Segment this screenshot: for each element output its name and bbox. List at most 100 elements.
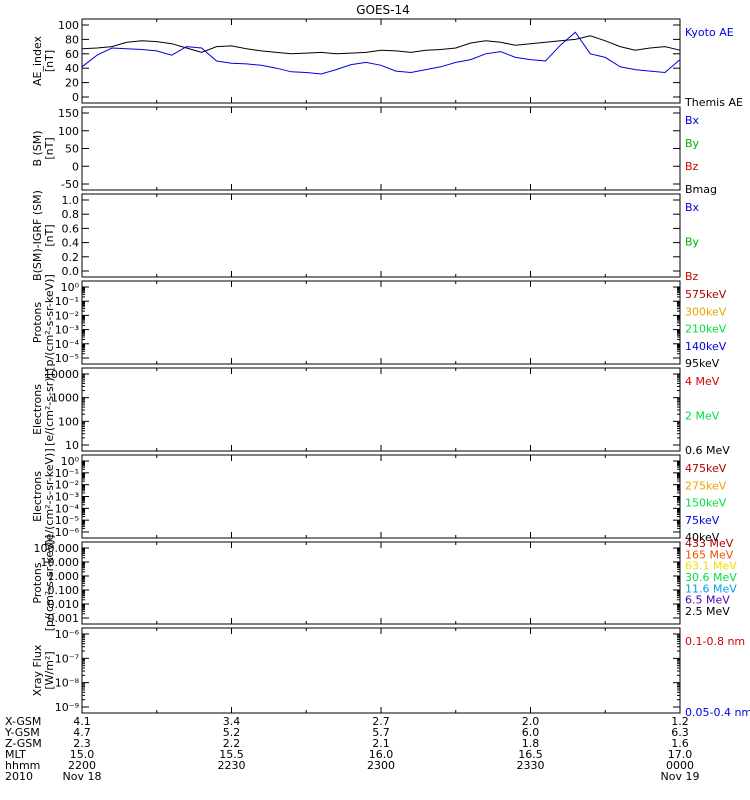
- y-tick-label: 80: [65, 33, 79, 46]
- y-tick-label: 150: [58, 107, 79, 120]
- x-axis-row-label: X-GSM: [5, 715, 41, 728]
- y-tick-label: -50: [61, 178, 79, 191]
- y-tick-label: 10000: [44, 368, 79, 381]
- legend-entry: 210keV: [685, 323, 727, 336]
- x-axis-row-label: MLT: [5, 748, 26, 761]
- x-axis-value: 2.3: [73, 737, 91, 750]
- legend-entry: 275keV: [685, 479, 727, 492]
- legend-entry: 95keV: [685, 357, 720, 370]
- y-tick-label: 10.000: [41, 556, 80, 569]
- y-tick-label: 0.010: [48, 598, 80, 611]
- legend-entry: 140keV: [685, 340, 727, 353]
- y-tick-label: 10⁻²: [55, 309, 79, 322]
- x-axis-value: 6.3: [671, 726, 689, 739]
- y-tick-label: 10⁻⁵: [55, 514, 79, 527]
- legend-entry: 0.05-0.4 nm: [685, 706, 750, 719]
- legend-entry: Bx: [685, 114, 700, 127]
- y-tick-label: 40: [65, 62, 79, 75]
- y-tick-label: 10⁻¹: [55, 295, 79, 308]
- x-axis-value: 6.0: [522, 726, 540, 739]
- panel-frame: [81, 18, 681, 104]
- plot-title: GOES-14: [356, 3, 410, 17]
- legend-entry: 150keV: [685, 497, 727, 510]
- x-axis-value: 15.5: [219, 748, 244, 761]
- panel-frame: [81, 106, 681, 191]
- legend-entry: 6.5 MeV: [685, 594, 730, 607]
- x-axis-value: 17.0: [668, 748, 693, 761]
- legend-entry: 4 MeV: [685, 375, 720, 388]
- y-tick-label: 10⁻⁴: [55, 338, 80, 351]
- y-tick-label: 0.2: [62, 251, 80, 264]
- y-tick-label: 20: [65, 77, 79, 90]
- x-axis-value: 4.1: [73, 715, 91, 728]
- legend-entry: Kyoto AE: [685, 26, 734, 39]
- x-axis-value: 1.6: [671, 737, 689, 750]
- legend-entry: Bz: [685, 270, 699, 283]
- legend-entry: 63.1 MeV: [685, 560, 737, 573]
- legend-entry: 40keV: [685, 531, 720, 544]
- y-tick-label: 10: [65, 439, 79, 452]
- legend-entry: 475keV: [685, 462, 727, 475]
- y-tick-label: 100.000: [34, 542, 80, 555]
- legend-entry: By: [685, 236, 700, 249]
- panel-frame: [81, 280, 681, 365]
- x-axis-value: 2.7: [372, 715, 390, 728]
- y-tick-label: 10⁻⁹: [55, 701, 79, 714]
- series-line: [81, 35, 681, 55]
- y-tick-label: 50: [65, 143, 79, 156]
- y-tick-label: 0.4: [62, 237, 80, 250]
- y-tick-label: 10⁻⁶: [55, 526, 80, 539]
- y-axis-label: Electrons[e/(cm²-s-sr)]: [31, 373, 56, 446]
- legend-entry: 433 MeV: [685, 537, 734, 550]
- panel-frame: [81, 454, 681, 539]
- x-axis-value: 2230: [218, 759, 246, 772]
- panel-7: 0.0010.0100.1001.00010.000100.000Protons…: [31, 535, 737, 632]
- x-axis-value: 2200: [68, 759, 96, 772]
- x-axis-value: Nov 18: [63, 770, 102, 783]
- y-tick-label: 10⁻⁷: [55, 652, 79, 665]
- y-tick-label: 10⁻⁶: [55, 628, 80, 641]
- x-axis-table: X-GSMY-GSMZ-GSMMLThhmm20104.14.72.315.02…: [4, 715, 699, 783]
- legend-entry: Themis AE: [684, 96, 743, 109]
- y-tick-label: 10⁻¹: [55, 467, 79, 480]
- x-axis-value: 3.4: [223, 715, 241, 728]
- legend-entry: 0.1-0.8 nm: [685, 635, 745, 648]
- x-axis-value: 2330: [517, 759, 545, 772]
- panel-3: 0.00.20.4 0.60.81.0 B(SM)-IGRF (SM)[nT] Bx B…: [31, 190, 700, 283]
- x-axis-value: 1.8: [522, 737, 540, 750]
- legend-entry: 575keV: [685, 288, 727, 301]
- x-axis-value: 16.5: [518, 748, 543, 761]
- series-line: [81, 31, 681, 75]
- legend-entry: 0.6 MeV: [685, 444, 730, 457]
- legend-entry: 11.6 MeV: [685, 582, 737, 595]
- panel-frame: [81, 193, 681, 278]
- legend-entry: 75keV: [685, 514, 720, 527]
- x-axis-value: 2.1: [372, 737, 390, 750]
- y-tick-label: 10⁻³: [55, 491, 79, 504]
- y-tick-label: 10⁰: [61, 455, 80, 468]
- y-axis-label: Protons[p/(cm²-s-sr-keV)]: [31, 274, 56, 371]
- panel-frame: [81, 627, 681, 714]
- x-axis-value: 4.7: [73, 726, 91, 739]
- panel-frame: [81, 541, 681, 625]
- y-tick-label: 0.001: [48, 612, 80, 625]
- y-tick-label: 0.0: [62, 265, 80, 278]
- y-axis-label: Electrons[e/(cm²-s-sr-keV)]: [31, 448, 56, 544]
- x-axis-value: 0000: [666, 759, 694, 772]
- x-axis-row-label: 2010: [5, 770, 33, 783]
- legend-entry: Bx: [685, 201, 700, 214]
- y-tick-label: 10⁻⁴: [55, 502, 80, 515]
- y-tick-label: 0.8: [62, 208, 80, 221]
- x-axis-value: 2.2: [223, 737, 241, 750]
- x-axis-value: 15.0: [70, 748, 95, 761]
- x-axis-row-label: hhmm: [5, 759, 40, 772]
- y-tick-label: 0: [72, 91, 79, 104]
- y-tick-label: 1000: [51, 392, 79, 405]
- y-tick-label: 10⁻⁵: [55, 352, 79, 365]
- y-tick-label: 0: [72, 160, 79, 173]
- legend-entry: 2 MeV: [685, 410, 720, 423]
- y-tick-label: 10⁻⁸: [55, 677, 80, 690]
- legend-entry: 2.5 MeV: [685, 605, 730, 618]
